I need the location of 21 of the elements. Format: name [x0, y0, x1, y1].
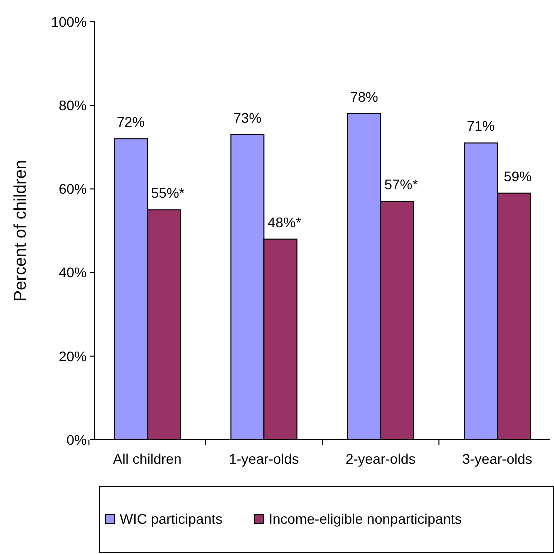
data-label: 55%* — [151, 185, 186, 202]
data-label: 59% — [504, 168, 532, 184]
y-tick-label: 100% — [51, 14, 87, 30]
x-tick-label: 1-year-olds — [229, 451, 300, 467]
y-tick-label: 60% — [58, 181, 87, 198]
x-tick-label: 2-year-olds — [346, 451, 416, 467]
legend-label: Income-eligible nonparticipants — [269, 511, 462, 527]
y-tick-label: 80% — [58, 98, 87, 114]
data-label: 71% — [466, 118, 496, 134]
data-label: 57%* — [384, 176, 419, 193]
legend-label: WIC participants — [120, 511, 223, 527]
y-axis-title: Percent of children — [11, 160, 30, 302]
data-label: 72% — [116, 114, 146, 130]
data-label: 48%* — [268, 214, 302, 230]
y-tick-label: 0% — [66, 432, 87, 448]
x-tick-label: All children — [113, 451, 182, 467]
x-tick-label: 3-year-olds — [462, 451, 533, 467]
data-label: 78% — [350, 88, 378, 105]
y-tick-label: 20% — [58, 348, 87, 364]
y-tick-label: 40% — [58, 264, 87, 281]
data-label: 73% — [234, 110, 262, 126]
